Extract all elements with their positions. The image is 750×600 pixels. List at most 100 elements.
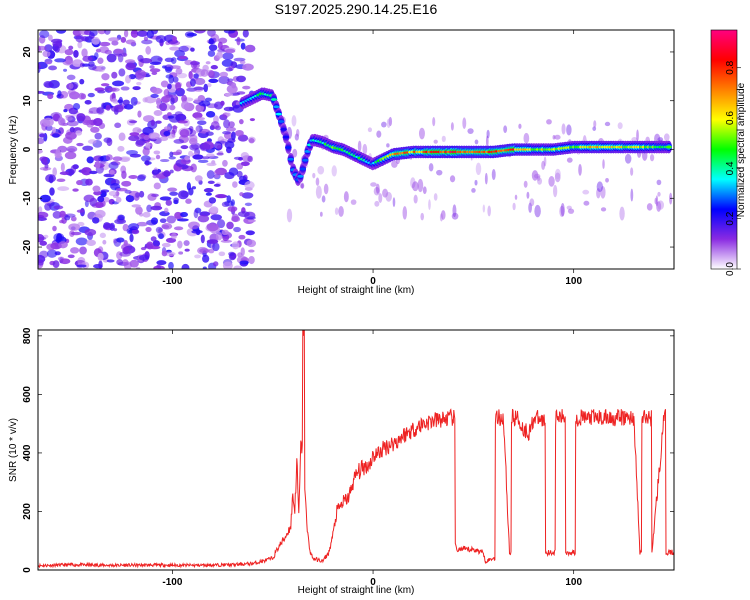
noise-blob: [657, 200, 665, 210]
noise-blob: [291, 115, 297, 127]
noise-blob: [523, 180, 528, 188]
noise-blob: [150, 93, 159, 98]
noise-blob: [82, 119, 92, 126]
noise-blob: [116, 259, 124, 266]
noise-blob: [206, 153, 215, 158]
noise-blob: [244, 44, 256, 53]
noise-blob: [129, 132, 140, 137]
noise-blob: [68, 45, 74, 50]
noise-blob: [560, 203, 565, 217]
snr-x-tick-label: 0: [370, 577, 376, 588]
noise-blob: [462, 117, 467, 129]
noise-blob: [158, 233, 164, 240]
noise-blob: [38, 90, 45, 94]
noise-blob: [514, 194, 518, 200]
noise-blob: [183, 240, 190, 246]
noise-blob: [238, 234, 246, 240]
noise-blob: [475, 162, 482, 176]
noise-blob: [45, 125, 53, 131]
noise-blob: [54, 58, 66, 63]
noise-blob: [439, 213, 443, 222]
snr-y-tick-label: 400: [22, 444, 33, 461]
spectrogram-noise: [38, 30, 673, 269]
noise-blob: [52, 225, 57, 232]
noise-blob: [654, 197, 657, 205]
noise-blob: [373, 187, 381, 196]
noise-blob: [136, 81, 142, 86]
noise-blob: [150, 119, 155, 127]
noise-blob: [66, 120, 79, 127]
noise-blob: [168, 75, 175, 84]
noise-blob: [655, 195, 659, 207]
noise-blob: [125, 75, 131, 84]
noise-blob: [135, 206, 143, 215]
noise-blob: [163, 170, 171, 178]
noise-blob: [130, 30, 139, 38]
noise-blob: [117, 99, 123, 104]
noise-blob: [669, 192, 673, 205]
noise-blob: [75, 34, 85, 43]
noise-blob: [135, 69, 147, 79]
noise-blob: [392, 197, 396, 208]
noise-blob: [226, 221, 234, 230]
noise-blob: [81, 48, 88, 58]
noise-blob: [656, 179, 662, 186]
noise-blob: [232, 181, 238, 188]
noise-blob: [592, 126, 597, 131]
noise-blob: [83, 194, 95, 203]
noise-blob: [143, 36, 149, 42]
noise-blob: [357, 140, 362, 152]
noise-blob: [300, 183, 304, 189]
noise-blob: [151, 87, 163, 95]
noise-blob: [102, 239, 107, 245]
snr-series-line: [38, 330, 674, 569]
ridge-blob: [285, 146, 292, 149]
noise-blob: [212, 242, 220, 252]
noise-blob: [420, 212, 425, 221]
noise-blob: [109, 170, 115, 175]
noise-blob: [561, 123, 566, 135]
noise-blob: [203, 188, 214, 193]
noise-blob: [155, 120, 162, 124]
noise-blob: [602, 159, 605, 170]
noise-blob: [656, 201, 662, 212]
noise-blob: [149, 65, 155, 69]
noise-blob: [152, 169, 160, 175]
noise-blob: [84, 228, 97, 236]
noise-blob: [137, 174, 147, 180]
noise-blob: [88, 64, 97, 71]
noise-blob: [343, 191, 349, 203]
ridge-blob: [277, 120, 285, 123]
noise-blob: [81, 167, 92, 176]
noise-blob: [242, 30, 249, 38]
colorbar-tick-label: 0.4: [725, 161, 736, 175]
noise-blob: [112, 80, 125, 87]
noise-blob: [123, 239, 128, 247]
noise-blob: [99, 232, 106, 239]
noise-blob: [73, 49, 79, 58]
noise-blob: [89, 30, 98, 37]
noise-blob: [484, 172, 488, 185]
noise-blob: [86, 156, 94, 164]
noise-blob: [98, 260, 103, 269]
noise-blob: [467, 128, 474, 134]
noise-blob: [231, 213, 239, 222]
spectrogram-ridge: [239, 87, 672, 186]
spectrogram-y-tick-label: 20: [22, 46, 33, 58]
noise-blob: [130, 96, 138, 106]
noise-blob: [222, 261, 233, 269]
noise-blob: [150, 55, 163, 65]
noise-blob: [186, 32, 198, 37]
noise-blob: [59, 219, 64, 224]
noise-blob: [111, 98, 117, 102]
noise-blob: [203, 83, 208, 93]
noise-blob: [165, 66, 173, 73]
noise-blob: [70, 247, 80, 254]
noise-blob: [108, 87, 120, 92]
noise-blob: [180, 212, 189, 218]
noise-blob: [138, 254, 150, 261]
noise-blob: [593, 120, 597, 128]
noise-blob: [385, 191, 392, 202]
noise-blob: [38, 259, 44, 266]
